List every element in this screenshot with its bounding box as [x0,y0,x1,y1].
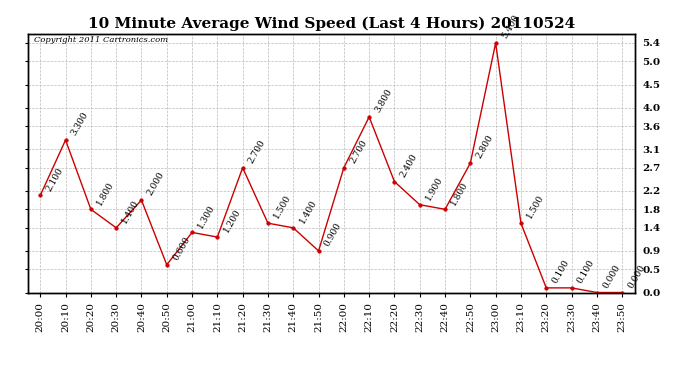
Text: 0.100: 0.100 [575,258,596,285]
Text: 1.300: 1.300 [196,203,217,229]
Text: 0.900: 0.900 [323,221,344,248]
Text: 0.000: 0.000 [627,263,647,290]
Text: 0.000: 0.000 [601,263,622,290]
Text: 1.500: 1.500 [525,194,546,220]
Text: 1.500: 1.500 [272,194,293,220]
Text: 5.400: 5.400 [500,13,521,40]
Text: 2.100: 2.100 [44,166,65,193]
Title: 10 Minute Average Wind Speed (Last 4 Hours) 20110524: 10 Minute Average Wind Speed (Last 4 Hou… [88,17,575,31]
Text: 1.800: 1.800 [95,180,116,207]
Text: Copyright 2011 Cartronics.com: Copyright 2011 Cartronics.com [34,36,168,44]
Text: 1.400: 1.400 [120,198,141,225]
Text: 0.100: 0.100 [551,258,571,285]
Text: 2.700: 2.700 [348,138,368,165]
Text: 1.400: 1.400 [297,198,318,225]
Text: 2.400: 2.400 [399,152,420,179]
Text: 1.200: 1.200 [221,207,242,234]
Text: 0.600: 0.600 [171,235,192,262]
Text: 2.800: 2.800 [475,134,495,160]
Text: 3.800: 3.800 [373,87,394,114]
Text: 2.700: 2.700 [247,138,268,165]
Text: 1.900: 1.900 [424,175,444,202]
Text: 3.300: 3.300 [70,111,90,137]
Text: 1.800: 1.800 [449,180,470,207]
Text: 2.000: 2.000 [146,171,166,197]
